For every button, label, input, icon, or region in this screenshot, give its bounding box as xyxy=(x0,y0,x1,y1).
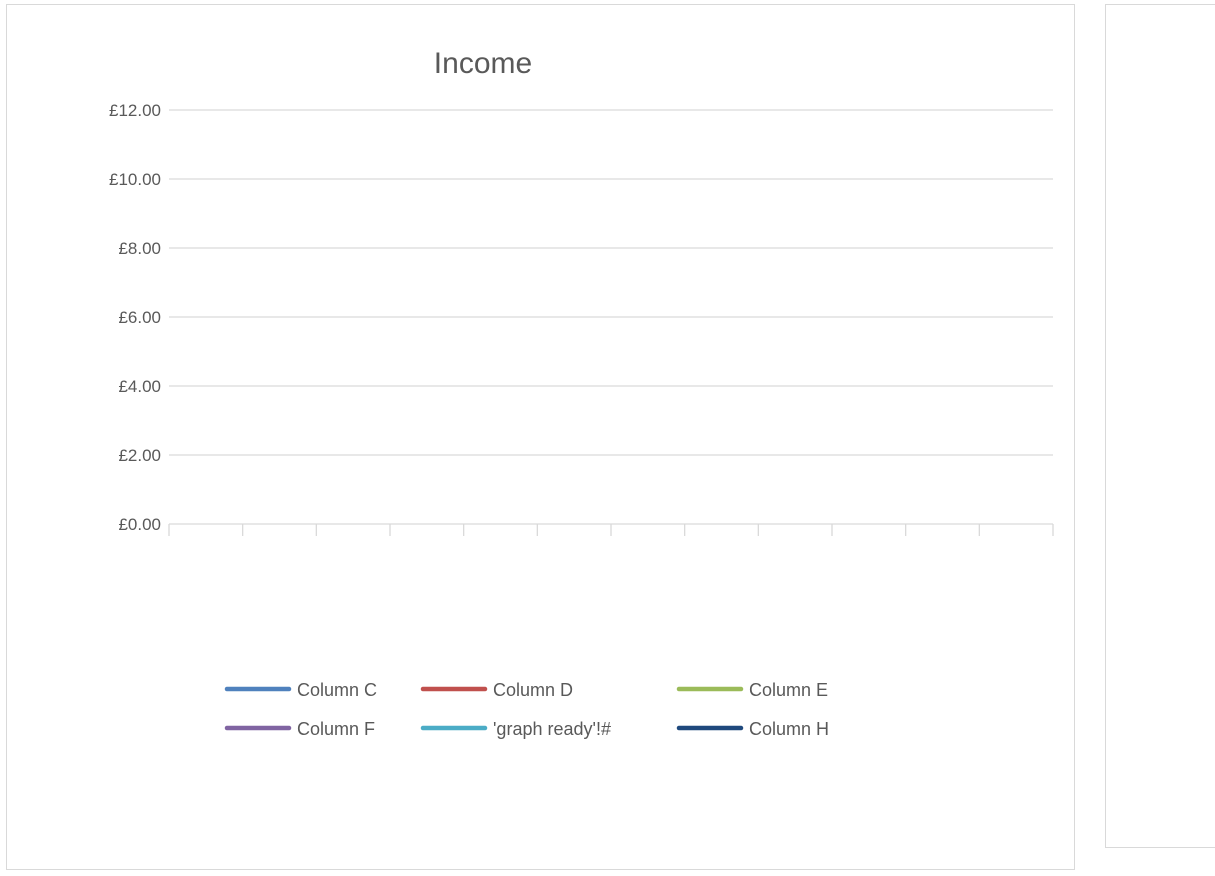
legend-label: Column E xyxy=(749,680,828,700)
chart-svg: Income £0.00 £2.00 £4.00 £6.00 £8.00 £10.00 £1… xyxy=(109,47,1054,739)
gridlines xyxy=(169,109,1053,525)
legend-label: Column D xyxy=(493,680,573,700)
legend-entry[interactable]: 'graph ready'!# xyxy=(420,719,611,739)
legend-entry[interactable]: Column H xyxy=(676,719,829,739)
legend-entry[interactable]: Column D xyxy=(420,680,573,700)
y-tick-label: £0.00 xyxy=(118,515,161,534)
y-axis-labels: £0.00 £2.00 £4.00 £6.00 £8.00 £10.00 £12.00 xyxy=(109,101,161,534)
legend: Column C Column D Column E Column F 'graph r… xyxy=(224,680,829,739)
chart-title: Income xyxy=(434,47,532,80)
legend-label: Column H xyxy=(749,719,829,739)
y-tick-label: £6.00 xyxy=(118,308,161,327)
y-tick-label: £12.00 xyxy=(109,101,161,120)
legend-entry[interactable]: Column C xyxy=(224,680,377,700)
legend-label: 'graph ready'!# xyxy=(493,719,611,739)
x-axis xyxy=(168,524,1054,536)
legend-label: Column C xyxy=(297,680,377,700)
legend-entry[interactable]: Column E xyxy=(676,680,828,700)
legend-label: Column F xyxy=(297,719,375,739)
y-tick-label: £2.00 xyxy=(118,446,161,465)
y-tick-label: £10.00 xyxy=(109,170,161,189)
side-panel xyxy=(1105,4,1215,848)
y-tick-label: £4.00 xyxy=(118,377,161,396)
y-tick-label: £8.00 xyxy=(118,239,161,258)
legend-entry[interactable]: Column F xyxy=(224,719,375,739)
chart-panel[interactable]: Income £0.00 £2.00 £4.00 £6.00 £8.00 £10.00 £1… xyxy=(6,4,1075,870)
